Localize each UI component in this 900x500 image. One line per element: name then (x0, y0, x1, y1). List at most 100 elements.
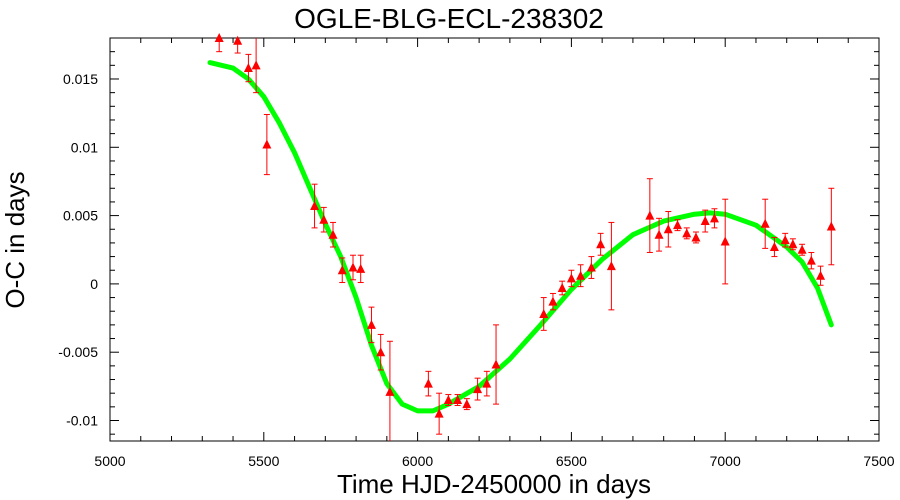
data-point (423, 370, 433, 397)
data-point (443, 394, 453, 406)
data-point (539, 297, 549, 331)
triangle-marker (709, 213, 719, 223)
data-point (663, 210, 673, 248)
triangle-marker (548, 296, 558, 306)
y-tick-label: 0 (90, 276, 98, 292)
triangle-marker (262, 139, 272, 149)
data-point (645, 178, 655, 253)
y-axis-label: O-C in days (0, 171, 30, 308)
y-axis-ticks: -0.01 -0.005 0 0.005 0.01 0.015 (58, 37, 879, 435)
triangle-marker (720, 236, 730, 246)
plot-frame (109, 37, 880, 442)
data-point (606, 221, 616, 311)
triangle-marker (780, 235, 790, 245)
triangle-marker (356, 263, 366, 273)
data-point (596, 232, 606, 256)
triangle-marker (366, 319, 376, 329)
data-point (826, 187, 836, 266)
triangle-marker (385, 386, 395, 396)
triangle-marker (654, 229, 664, 239)
triangle-marker (691, 232, 701, 242)
data-point (482, 370, 492, 397)
triangle-marker (473, 384, 483, 394)
y-tick-label: -0.01 (66, 413, 98, 429)
data-point (262, 114, 272, 176)
triangle-marker (251, 60, 261, 70)
data-point (251, 38, 261, 94)
data-point (788, 238, 798, 251)
y-tick-label: 0.005 (63, 208, 98, 224)
triangle-marker (491, 359, 501, 369)
triangle-marker (663, 224, 673, 234)
triangle-marker (482, 378, 492, 388)
data-point (356, 254, 366, 284)
triangle-marker (462, 399, 472, 409)
x-axis-ticks: 5000 5500 6000 6500 7000 7500 (94, 38, 895, 469)
triangle-marker (243, 63, 253, 73)
triangle-marker (566, 273, 576, 283)
x-axis-label: Time HJD-2450000 in days (337, 469, 651, 499)
data-point (673, 219, 683, 232)
data-point (366, 306, 376, 344)
data-point (682, 227, 692, 240)
triangle-marker (376, 347, 386, 357)
triangle-marker (673, 220, 683, 230)
triangle-marker (606, 261, 616, 271)
data-point (720, 198, 730, 285)
triangle-marker (557, 282, 567, 292)
data-point (319, 206, 329, 233)
triangle-marker (700, 216, 710, 226)
data-point (376, 333, 386, 371)
x-tick-label: 5500 (248, 453, 279, 469)
data-point (233, 35, 243, 54)
triangle-marker (586, 262, 596, 272)
data-point (328, 221, 338, 248)
data-point (654, 217, 664, 252)
data-point (491, 324, 501, 405)
y-tick-label: -0.005 (58, 344, 98, 360)
triangle-marker (760, 218, 770, 228)
data-point (557, 280, 567, 296)
data-point (780, 232, 790, 248)
triangle-marker (797, 244, 807, 254)
data-point (214, 33, 224, 53)
data-point (816, 265, 826, 286)
triangle-marker (348, 262, 358, 272)
data-points-layer (214, 33, 836, 441)
x-tick-label: 7000 (710, 453, 741, 469)
data-point (462, 398, 472, 411)
data-point (586, 256, 596, 279)
data-point (700, 209, 710, 233)
triangle-marker (328, 229, 338, 239)
triangle-marker (423, 378, 433, 388)
data-point (806, 251, 816, 270)
data-point (760, 198, 770, 249)
triangle-marker (214, 33, 224, 42)
data-point (473, 377, 483, 401)
data-point (348, 254, 358, 281)
data-point (691, 231, 701, 244)
triangle-marker (816, 270, 826, 280)
data-point (243, 53, 253, 83)
x-tick-label: 5000 (94, 453, 125, 469)
x-tick-label: 6000 (402, 453, 433, 469)
triangle-marker (337, 265, 347, 275)
data-point (310, 183, 320, 229)
triangle-marker (310, 201, 320, 211)
x-tick-label: 6500 (556, 453, 587, 469)
y-tick-label: 0.01 (71, 139, 98, 155)
data-point (453, 394, 463, 406)
triangle-marker (319, 214, 329, 224)
triangle-marker (682, 228, 692, 238)
data-point (385, 340, 395, 441)
data-point (434, 392, 444, 435)
triangle-marker (434, 408, 444, 418)
data-point (769, 236, 779, 258)
chart-title: OGLE-BLG-ECL-238302 (294, 3, 604, 34)
triangle-marker (826, 221, 836, 231)
triangle-marker (769, 242, 779, 252)
triangle-marker (596, 239, 606, 249)
data-point (337, 257, 347, 284)
triangle-marker (443, 395, 453, 405)
